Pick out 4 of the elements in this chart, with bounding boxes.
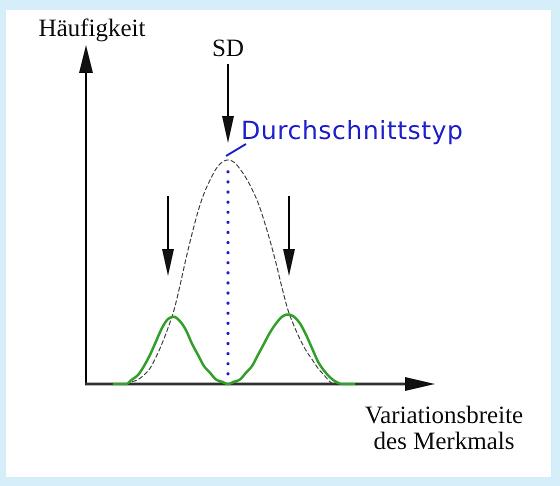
text: SD [212, 35, 244, 62]
text: Durchschnittstyp [241, 116, 464, 145]
x-axis-title: Variationsbreite des Merkmals [364, 402, 524, 455]
text: Häufigkeit [38, 15, 146, 42]
